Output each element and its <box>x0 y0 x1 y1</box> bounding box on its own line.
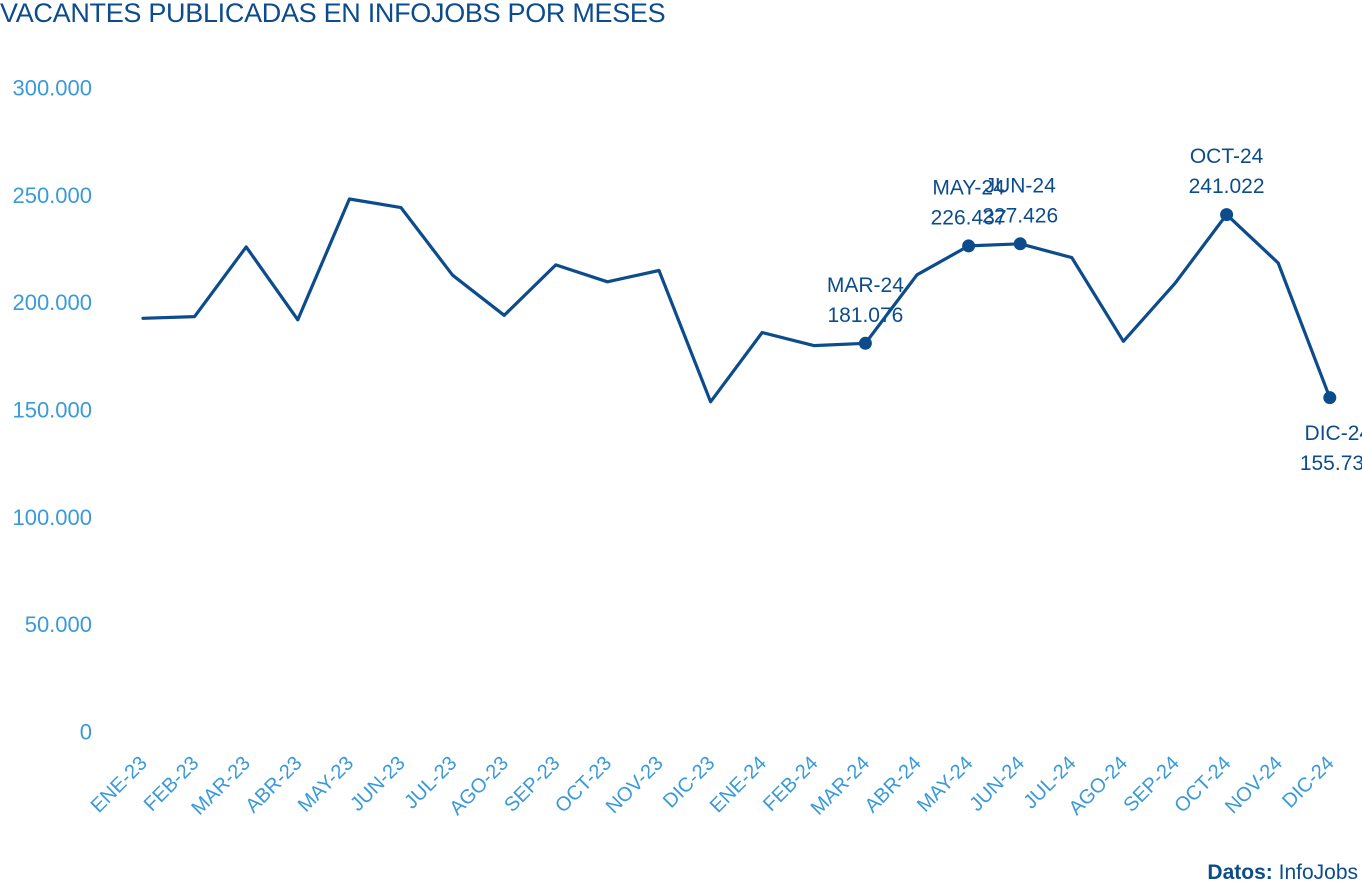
source-prefix: Datos: <box>1207 861 1273 884</box>
y-tick-label: 150.000 <box>12 398 92 423</box>
annotation-value: 155.737 <box>1300 452 1362 475</box>
x-tick-label: MAY-23 <box>294 752 358 816</box>
annotation-label: MAR-24 <box>827 274 904 297</box>
x-tick-label: ABR-23 <box>242 752 307 817</box>
x-tick-label: NOV-23 <box>602 752 668 818</box>
x-tick-label: DIC-24 <box>1278 752 1338 812</box>
annotation-value: 227.426 <box>982 204 1058 227</box>
y-tick-label: 100.000 <box>12 505 92 530</box>
data-point-marker <box>858 336 872 350</box>
data-point-marker <box>1013 237 1027 251</box>
x-tick-label: MAY-24 <box>913 752 977 816</box>
annotation-layer: MAR-24 181.076 MAY-24 226.437 JUN-24 227.426 O… <box>827 145 1362 475</box>
source-name: InfoJobs <box>1278 861 1358 884</box>
y-axis: 0 50.000 100.000 150.000 200.000 250.000 300.0… <box>12 76 92 745</box>
annotation-label: DIC-24 <box>1305 422 1362 445</box>
x-tick-label: NOV-24 <box>1221 752 1287 818</box>
chart-title: VACANTES PUBLICADAS EN INFOJOBS POR MESE… <box>0 0 666 28</box>
source-note: Datos: InfoJobs <box>1207 861 1358 885</box>
y-tick-label: 50.000 <box>25 612 92 637</box>
y-tick-label: 250.000 <box>12 183 92 208</box>
data-point-marker <box>1220 208 1234 222</box>
annotation-label: OCT-24 <box>1190 145 1264 168</box>
series-line <box>141 197 1332 404</box>
y-tick-label: 200.000 <box>12 290 92 315</box>
y-tick-label: 0 <box>80 720 92 745</box>
x-tick-label: JUN-24 <box>965 752 1028 815</box>
series-layer <box>141 197 1332 404</box>
x-axis: ENE-23FEB-23MAR-23ABR-23MAY-23JUN-23JUL-… <box>87 752 1339 819</box>
annotation-label: JUN-24 <box>985 174 1057 197</box>
data-point-marker <box>962 239 976 253</box>
x-tick-label: ENE-23 <box>87 752 152 817</box>
annotation-label: MAY-24 <box>932 176 1005 199</box>
x-tick-label: ABR-24 <box>861 752 926 817</box>
x-tick-label: JUN-23 <box>346 752 409 815</box>
y-tick-label: 300.000 <box>12 76 92 101</box>
data-point-marker <box>1323 391 1337 405</box>
annotation-value: 226.437 <box>931 206 1007 229</box>
x-tick-label: ENE-24 <box>706 752 771 817</box>
annotation-value: 181.076 <box>827 304 903 327</box>
annotation-value: 241.022 <box>1189 175 1265 198</box>
